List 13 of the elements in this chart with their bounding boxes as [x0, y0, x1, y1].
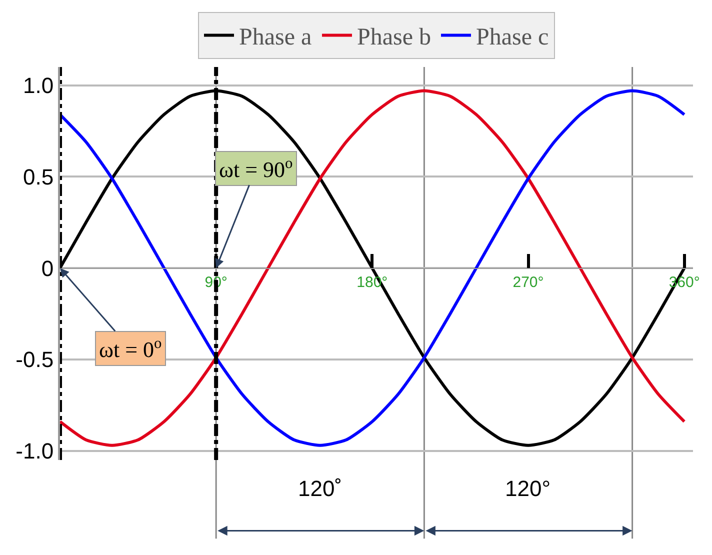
y-tick-label: 0 [41, 256, 54, 281]
text: 120˚ [298, 476, 342, 501]
y-tick-label: 0.5 [23, 164, 54, 190]
annotation: ωt = 90$^{o}$ [219, 155, 293, 182]
y-tick-label: -0.5 [16, 347, 54, 372]
x-tick-label: 270° [512, 274, 544, 292]
y-tick-label: -1.0 [16, 438, 54, 464]
legend-label: Phase c [476, 24, 549, 51]
text: 120° [505, 476, 551, 501]
annotation: ωt = 0$^{o}$ [99, 335, 162, 362]
legend-label: Phase b [356, 24, 431, 51]
y-tick-label: 1.0 [23, 72, 54, 98]
legend-label: Phase a [239, 24, 312, 51]
